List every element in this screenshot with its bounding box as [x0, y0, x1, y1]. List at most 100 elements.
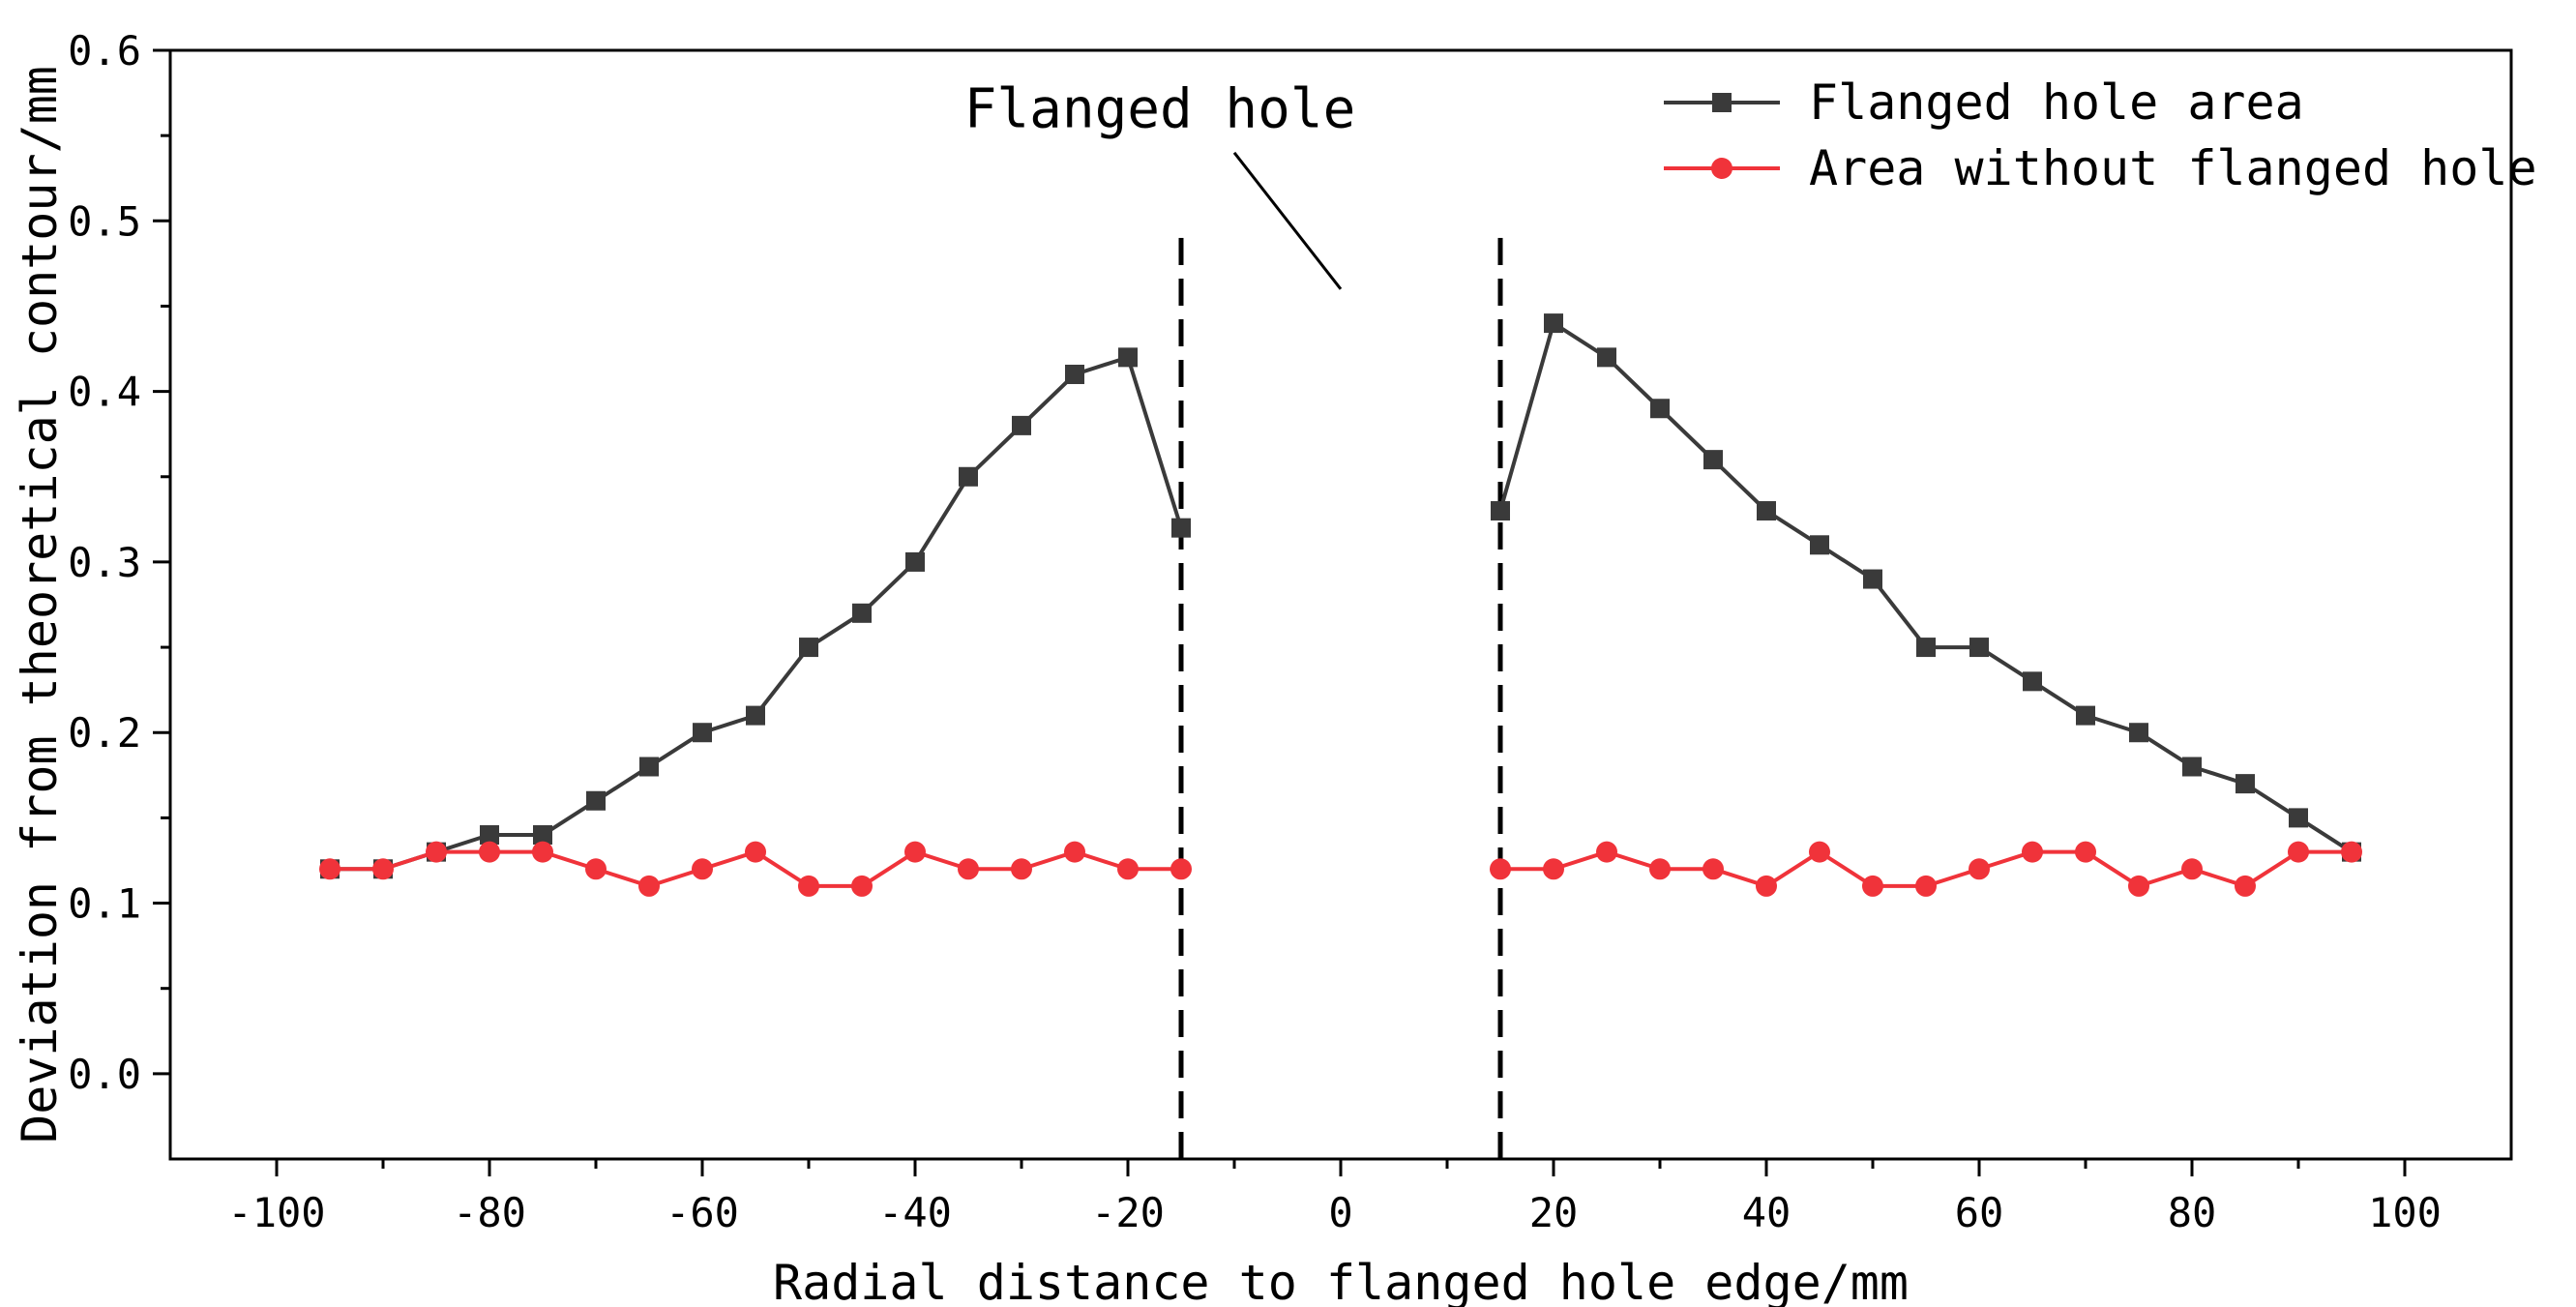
data-point-flanged-hole-area: [1544, 313, 1563, 334]
y-tick-label: 0.5: [68, 197, 141, 245]
data-point-flanged-hole-area: [905, 551, 925, 572]
data-point-area-without-flanged-hole: [532, 841, 553, 863]
data-point-area-without-flanged-hole: [2235, 875, 2256, 897]
data-point-area-without-flanged-hole: [1969, 858, 1990, 880]
data-point-area-without-flanged-hole: [1703, 858, 1724, 880]
data-point-flanged-hole-area: [1012, 415, 1031, 435]
y-axis: 0.0 0.1 0.2 0.3 0.4 0.5 0.6: [68, 27, 170, 1098]
data-point-area-without-flanged-hole: [372, 858, 394, 880]
legend: Flanged hole area Area without flanged h…: [1664, 74, 2537, 196]
reference-lines: [1178, 237, 1503, 1159]
data-point-flanged-hole-area: [1171, 518, 1191, 538]
legend-marker-area-without-flanged-hole: [1711, 158, 1732, 179]
x-tick-label: -20: [1091, 1189, 1165, 1236]
annotation-pointer: [1232, 151, 1343, 290]
data-point-flanged-hole-area: [1810, 535, 1829, 555]
data-point-area-without-flanged-hole: [638, 875, 660, 897]
data-point-flanged-hole-area: [1118, 347, 1138, 368]
x-axis: -100 -80 -60 -40 -20 0 20 40 60 80 100: [227, 1159, 2442, 1236]
legend-marker-flanged-hole-area: [1712, 93, 1732, 112]
data-point-area-without-flanged-hole: [745, 841, 766, 863]
series-flanged-hole-area: [320, 313, 2361, 879]
x-tick-label: 40: [1742, 1189, 1791, 1236]
data-point-area-without-flanged-hole: [1596, 841, 1617, 863]
data-point-flanged-hole-area: [746, 705, 765, 726]
data-point-area-without-flanged-hole: [585, 858, 607, 880]
data-point-flanged-hole-area: [1916, 638, 1936, 658]
data-point-flanged-hole-area: [2235, 774, 2255, 794]
y-axis-title: Deviation from theoretical contour/mm: [12, 66, 68, 1144]
data-point-flanged-hole-area: [852, 603, 872, 623]
x-tick-label: 60: [1955, 1189, 2004, 1236]
data-point-area-without-flanged-hole: [1170, 858, 1192, 880]
data-point-area-without-flanged-hole: [1756, 875, 1777, 897]
data-point-flanged-hole-area: [1969, 638, 1989, 658]
data-point-flanged-hole-area: [2129, 723, 2148, 743]
legend-label-flanged-hole-area: Flanged hole area: [1809, 74, 2304, 131]
data-point-area-without-flanged-hole: [426, 841, 447, 863]
x-tick-label: -100: [227, 1189, 325, 1236]
data-point-flanged-hole-area: [2023, 671, 2042, 692]
y-tick-label: 0.6: [68, 27, 141, 74]
data-point-flanged-hole-area: [1650, 399, 1670, 419]
data-point-area-without-flanged-hole: [1064, 841, 1085, 863]
x-tick-label: 0: [1328, 1189, 1352, 1236]
x-axis-title: Radial distance to flanged hole edge/mm: [773, 1255, 1909, 1307]
data-point-area-without-flanged-hole: [2181, 858, 2203, 880]
data-point-area-without-flanged-hole: [2022, 841, 2043, 863]
data-point-area-without-flanged-hole: [1915, 875, 1937, 897]
data-point-flanged-hole-area: [1597, 347, 1616, 368]
series-area-without-flanged-hole: [319, 841, 2362, 897]
data-point-area-without-flanged-hole: [798, 875, 819, 897]
data-point-area-without-flanged-hole: [1649, 858, 1671, 880]
data-point-area-without-flanged-hole: [904, 841, 926, 863]
data-point-flanged-hole-area: [2182, 757, 2202, 777]
data-point-area-without-flanged-hole: [1809, 841, 1830, 863]
data-point-area-without-flanged-hole: [958, 858, 979, 880]
y-tick-label: 0.0: [68, 1051, 141, 1098]
y-tick-label: 0.3: [68, 539, 141, 586]
x-tick-label: 80: [2168, 1189, 2217, 1236]
flanged-hole-annotation: Flanged hole: [964, 77, 1356, 290]
data-point-area-without-flanged-hole: [319, 858, 341, 880]
data-point-area-without-flanged-hole: [1490, 858, 1511, 880]
data-point-flanged-hole-area: [1491, 501, 1510, 521]
data-point-area-without-flanged-hole: [2341, 841, 2362, 863]
data-point-area-without-flanged-hole: [1862, 875, 1883, 897]
data-point-area-without-flanged-hole: [2288, 841, 2309, 863]
x-tick-label: -60: [666, 1189, 739, 1236]
data-point-flanged-hole-area: [533, 825, 552, 846]
data-point-flanged-hole-area: [586, 790, 606, 811]
y-tick-label: 0.2: [68, 709, 141, 757]
annotation-text: Flanged hole: [964, 77, 1356, 140]
data-point-flanged-hole-area: [1703, 450, 1723, 470]
data-point-area-without-flanged-hole: [2075, 841, 2096, 863]
legend-item-area-without-flanged-hole: Area without flanged hole: [1664, 140, 2537, 196]
data-point-area-without-flanged-hole: [479, 841, 500, 863]
data-point-area-without-flanged-hole: [1543, 858, 1564, 880]
data-point-flanged-hole-area: [1065, 364, 1084, 384]
x-tick-label: 20: [1529, 1189, 1579, 1236]
data-point-flanged-hole-area: [480, 825, 499, 846]
data-point-area-without-flanged-hole: [2128, 875, 2149, 897]
data-point-flanged-hole-area: [1863, 569, 1882, 589]
series-layer: [319, 313, 2362, 897]
x-tick-label: -80: [453, 1189, 526, 1236]
data-point-flanged-hole-area: [2289, 808, 2308, 828]
data-point-flanged-hole-area: [639, 757, 659, 777]
data-point-flanged-hole-area: [2076, 705, 2095, 726]
data-point-flanged-hole-area: [799, 638, 818, 658]
data-point-flanged-hole-area: [959, 466, 978, 487]
legend-item-flanged-hole-area: Flanged hole area: [1664, 74, 2304, 131]
x-tick-label: 100: [2368, 1189, 2442, 1236]
data-point-area-without-flanged-hole: [692, 858, 713, 880]
data-point-area-without-flanged-hole: [1117, 858, 1139, 880]
data-point-flanged-hole-area: [693, 723, 712, 743]
data-point-area-without-flanged-hole: [1011, 858, 1032, 880]
legend-label-area-without-flanged-hole: Area without flanged hole: [1809, 140, 2537, 196]
y-tick-label: 0.1: [68, 880, 141, 928]
x-tick-label: -40: [878, 1189, 952, 1236]
y-tick-label: 0.4: [68, 369, 141, 416]
